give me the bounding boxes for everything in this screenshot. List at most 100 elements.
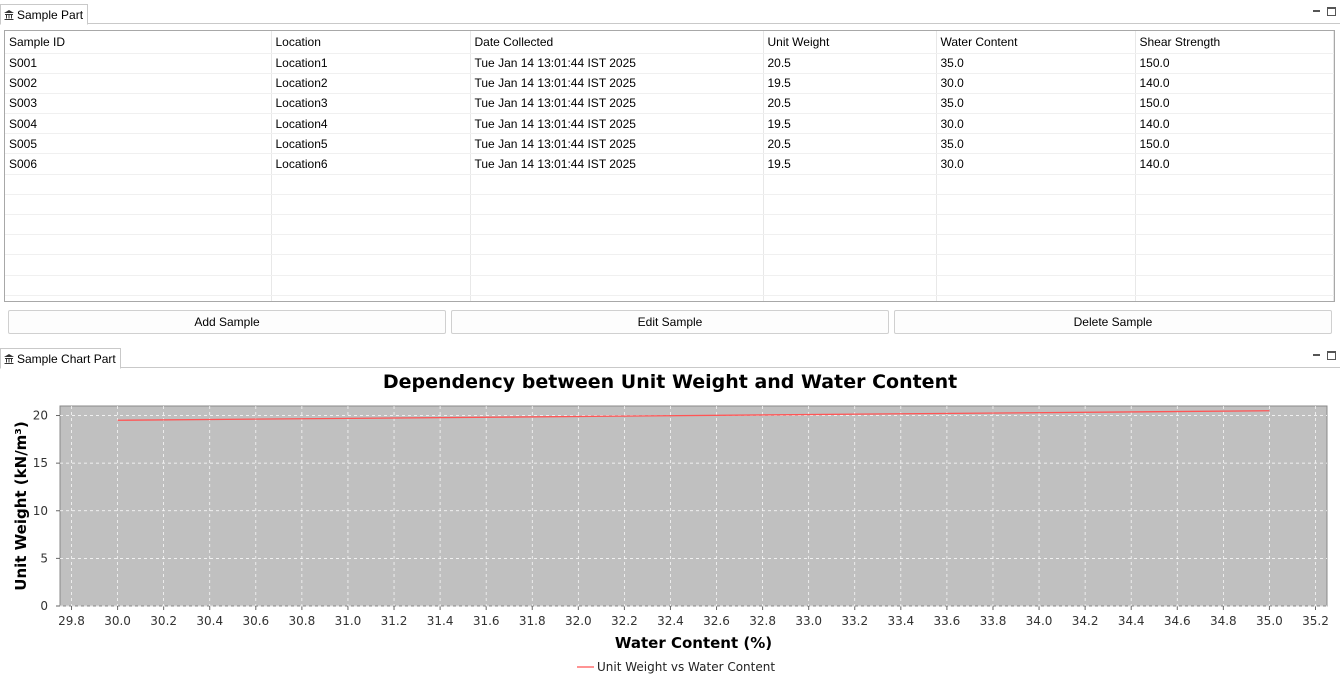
column-header-shear-strength[interactable]: Shear Strength: [1135, 31, 1334, 54]
cell-location: Location1: [271, 53, 471, 74]
cell-date-collected: Tue Jan 14 13:01:44 IST 2025: [470, 53, 764, 74]
cell-water-content: 35.0: [936, 133, 1136, 155]
minimize-icon[interactable]: [1312, 351, 1321, 360]
cell-location: [271, 214, 471, 236]
cell-unit-weight: [763, 254, 937, 276]
tab-sample-chart-part[interactable]: Sample Chart Part: [0, 348, 121, 369]
empty-table-row[interactable]: [5, 194, 1334, 216]
cell-unit-weight: [763, 194, 937, 216]
unit-weight-chart: 29.8 30.0 30.2 30.4 30.6 30.8 31.0 31.2 31.4 31.6…: [12, 405, 1329, 674]
table-row[interactable]: S003 Location3 Tue Jan 14 13:01:44 IST 202…: [5, 93, 1334, 115]
minimize-icon[interactable]: [1312, 7, 1321, 16]
cell-date-collected: [470, 275, 764, 296]
cell-date-collected: Tue Jan 14 13:01:44 IST 2025: [470, 153, 764, 175]
chart-title: Dependency between Unit Weight and Water…: [382, 371, 958, 393]
cell-location: [271, 234, 471, 256]
add-sample-button[interactable]: Add Sample: [8, 310, 446, 334]
table-row[interactable]: S004 Location4 Tue Jan 14 13:01:44 IST 202…: [5, 113, 1334, 135]
x-tick-label: 34.4: [1118, 614, 1145, 628]
cell-unit-weight: 19.5: [763, 73, 937, 94]
cell-sample-id: S003: [5, 93, 272, 115]
empty-table-row[interactable]: [5, 275, 1334, 296]
cell-location: Location6: [271, 153, 471, 175]
cell-location: Location2: [271, 73, 471, 94]
y-tick-label: 15: [33, 456, 48, 470]
column-header-water-content[interactable]: Water Content: [936, 31, 1136, 54]
sample-part-window-controls: [1312, 4, 1336, 18]
cell-water-content: [936, 214, 1136, 236]
x-tick-label: 32.0: [565, 614, 592, 628]
x-tick-label: 32.8: [749, 614, 776, 628]
x-tick-label: 31.2: [381, 614, 408, 628]
cell-date-collected: [470, 174, 764, 195]
cell-water-content: 30.0: [936, 73, 1136, 94]
samples-table[interactable]: Sample ID Location Date Collected Unit W…: [4, 30, 1335, 302]
x-tick-label: 32.4: [657, 614, 684, 628]
cell-unit-weight: [763, 234, 937, 256]
x-tick-label: 30.8: [289, 614, 316, 628]
cell-shear-strength: 150.0: [1135, 93, 1334, 115]
x-tick-label: 35.2: [1302, 614, 1329, 628]
table-row[interactable]: S005 Location5 Tue Jan 14 13:01:44 IST 202…: [5, 133, 1334, 155]
x-tick-label: 33.8: [980, 614, 1007, 628]
cell-date-collected: Tue Jan 14 13:01:44 IST 2025: [470, 133, 764, 155]
cell-sample-id: S002: [5, 73, 272, 94]
delete-sample-button[interactable]: Delete Sample: [894, 310, 1332, 334]
x-tick-label: 34.0: [1026, 614, 1053, 628]
cell-shear-strength: [1135, 174, 1334, 195]
y-axis-label: Unit Weight (kN/m³): [12, 421, 30, 590]
maximize-icon[interactable]: [1327, 350, 1336, 360]
table-row[interactable]: S001 Location1 Tue Jan 14 13:01:44 IST 202…: [5, 53, 1334, 74]
cell-sample-id: [5, 214, 272, 236]
table-row[interactable]: S006 Location6 Tue Jan 14 13:01:44 IST 202…: [5, 153, 1334, 175]
sample-actions: Add Sample Edit Sample Delete Sample: [8, 310, 1332, 334]
table-row[interactable]: S002 Location2 Tue Jan 14 13:01:44 IST 202…: [5, 73, 1334, 94]
cell-location: [271, 174, 471, 195]
x-tick-label: 31.0: [335, 614, 362, 628]
cell-water-content: 30.0: [936, 153, 1136, 175]
y-tick-label: 5: [40, 551, 48, 565]
cell-location: Location3: [271, 93, 471, 115]
sample-part: Sample Part Sample ID Location Date Coll…: [0, 4, 1340, 334]
cell-sample-id: [5, 254, 272, 276]
x-tick-label: 34.2: [1072, 614, 1099, 628]
empty-table-row[interactable]: [5, 234, 1334, 256]
cell-sample-id: S006: [5, 153, 272, 175]
empty-table-row[interactable]: [5, 174, 1334, 195]
cell-location: Location5: [271, 133, 471, 155]
empty-table-row[interactable]: [5, 295, 1334, 301]
column-header-sample-id[interactable]: Sample ID: [5, 31, 272, 54]
maximize-icon[interactable]: [1327, 6, 1336, 16]
sample-chart-part-window-controls: [1312, 348, 1336, 362]
cell-unit-weight: [763, 174, 937, 195]
x-tick-label: 31.8: [519, 614, 546, 628]
cell-sample-id: [5, 234, 272, 256]
cell-date-collected: [470, 194, 764, 216]
cell-water-content: [936, 254, 1136, 276]
column-header-unit-weight[interactable]: Unit Weight: [763, 31, 937, 54]
cell-sample-id: [5, 194, 272, 216]
edit-sample-button[interactable]: Edit Sample: [451, 310, 889, 334]
empty-table-row[interactable]: [5, 214, 1334, 236]
cell-sample-id: [5, 174, 272, 195]
empty-table-row[interactable]: [5, 254, 1334, 276]
x-tick-label: 30.6: [242, 614, 269, 628]
x-tick-label: 31.6: [473, 614, 500, 628]
series-line: [117, 410, 1270, 421]
cell-unit-weight: [763, 295, 937, 301]
column-header-date-collected[interactable]: Date Collected: [470, 31, 764, 54]
cell-location: [271, 194, 471, 216]
cell-water-content: [936, 295, 1136, 301]
y-tick-label: 0: [40, 599, 48, 613]
cell-shear-strength: 150.0: [1135, 133, 1334, 155]
cell-unit-weight: 19.5: [763, 153, 937, 175]
tab-sample-part-label: Sample Part: [17, 7, 84, 22]
tab-sample-part[interactable]: Sample Part: [0, 4, 89, 25]
cell-shear-strength: [1135, 234, 1334, 256]
column-header-location[interactable]: Location: [271, 31, 471, 54]
cell-sample-id: S001: [5, 53, 272, 74]
cell-water-content: [936, 194, 1136, 216]
x-tick-label: 34.8: [1210, 614, 1237, 628]
cell-water-content: [936, 275, 1136, 296]
cell-water-content: 35.0: [936, 93, 1136, 115]
